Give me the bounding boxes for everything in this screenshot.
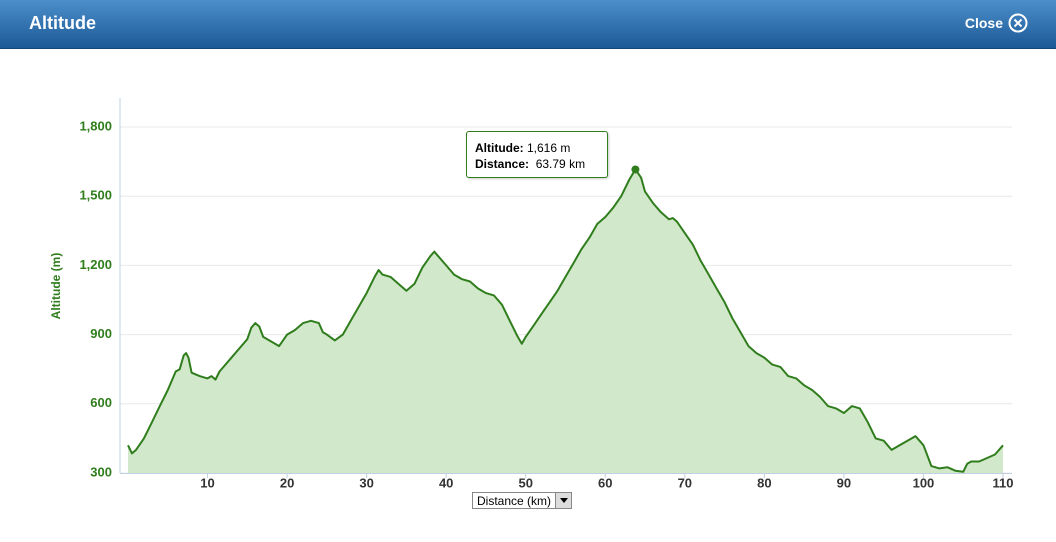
dialog-title: Altitude	[29, 13, 96, 33]
close-label: Close	[964, 15, 1003, 31]
x-tick-label: 60	[598, 475, 612, 490]
y-tick-label: 1,200	[79, 257, 112, 272]
x-axis-label: Distance (km)	[477, 493, 552, 508]
close-button[interactable]: Close	[965, 13, 1028, 33]
tooltip-label: Distance:	[475, 157, 530, 171]
tooltip-label: Altitude:	[475, 141, 524, 155]
tooltip-value: 63.79 km	[535, 157, 586, 171]
select-arrow	[555, 493, 571, 508]
y-axis-title: Altitude (m)	[49, 253, 63, 320]
y-tick-label: 1,800	[79, 118, 112, 133]
x-tick-label: 100	[913, 475, 935, 490]
x-tick-label: 70	[678, 475, 692, 490]
tooltip-value: 1,616 m	[527, 141, 571, 155]
x-tick-label: 110	[993, 475, 1014, 490]
highlight-point	[631, 165, 640, 174]
x-tick-label: 30	[359, 475, 373, 490]
x-tick-label: 40	[439, 475, 453, 490]
x-tick-label: 90	[837, 475, 851, 490]
x-tick-label: 50	[518, 475, 532, 490]
x-tick-label: 10	[200, 475, 214, 490]
y-tick-label: 1,500	[79, 188, 112, 203]
x-tick-label: 80	[757, 475, 771, 490]
close-icon	[1008, 13, 1028, 33]
y-tick-label: 600	[90, 395, 112, 410]
dialog-header: Altitude Close	[0, 0, 1056, 49]
y-tick-label: 900	[90, 326, 112, 341]
y-tick-label: 300	[90, 464, 112, 479]
altitude-line	[127, 168, 1004, 473]
x-tick-label: 20	[280, 475, 294, 490]
area-fill	[128, 169, 1003, 473]
tooltip: Altitude: 1,616 m Distance: 63.79 km	[466, 131, 608, 178]
x-axis-select[interactable]: Distance (km)	[472, 492, 572, 509]
